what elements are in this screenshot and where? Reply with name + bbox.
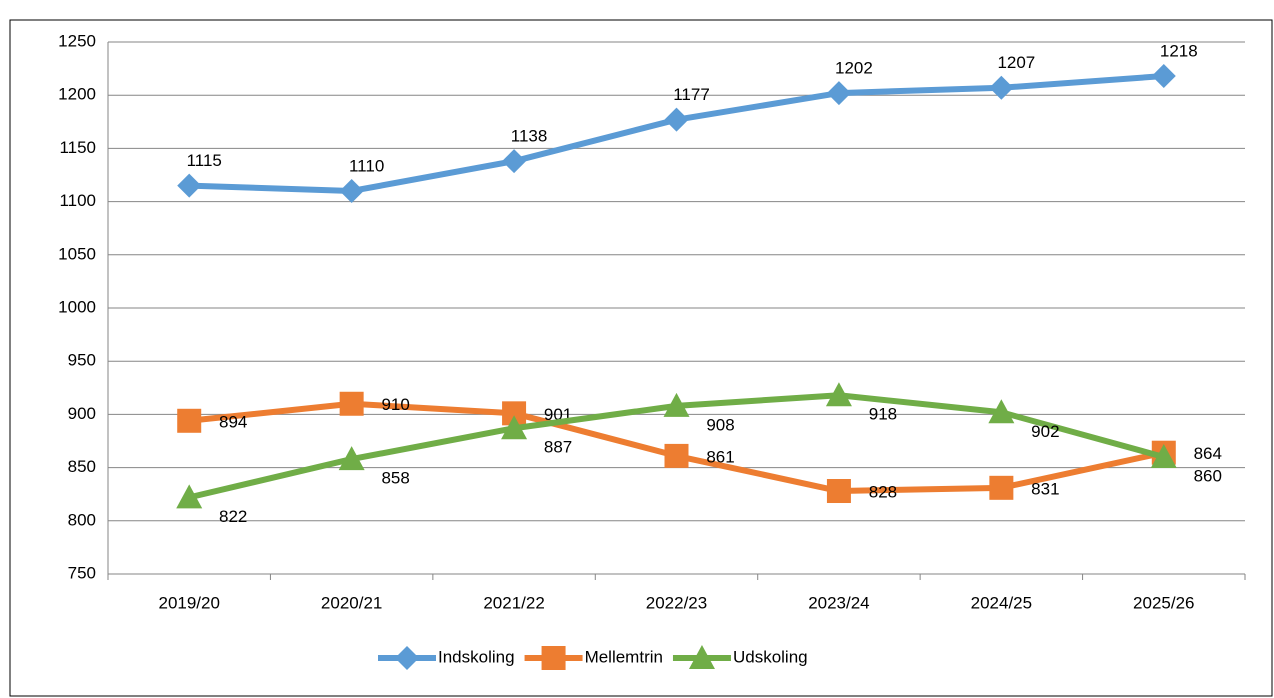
data-point xyxy=(988,399,1015,424)
data-label: 1177 xyxy=(673,85,710,104)
y-tick-label: 950 xyxy=(68,351,96,370)
data-label: 828 xyxy=(869,482,897,501)
x-tick-label: 2023/24 xyxy=(808,593,869,612)
data-point xyxy=(177,173,202,198)
data-point xyxy=(989,75,1014,100)
y-tick-label: 1100 xyxy=(59,191,96,210)
legend-label: Mellemtrin xyxy=(585,647,663,666)
y-tick-label: 1150 xyxy=(59,138,96,157)
y-tick-label: 1250 xyxy=(58,31,96,50)
data-point xyxy=(502,149,527,174)
data-label: 1138 xyxy=(511,127,548,146)
data-label: 1110 xyxy=(349,156,384,175)
data-label: 1218 xyxy=(1160,42,1198,61)
data-label: 831 xyxy=(1031,479,1059,498)
y-tick-label: 900 xyxy=(68,404,96,423)
data-point xyxy=(339,178,364,203)
y-tick-label: 850 xyxy=(68,457,96,476)
data-label: 864 xyxy=(1194,444,1222,463)
data-label: 887 xyxy=(544,438,572,457)
data-label: 910 xyxy=(381,395,409,414)
x-tick-label: 2019/20 xyxy=(158,593,219,612)
legend-marker xyxy=(688,645,715,669)
x-tick-label: 2024/25 xyxy=(971,593,1032,612)
legend-label: Udskoling xyxy=(733,647,808,666)
data-point xyxy=(177,408,202,433)
data-point xyxy=(826,479,851,504)
data-point xyxy=(989,475,1014,500)
x-tick-label: 2021/22 xyxy=(483,593,544,612)
data-label: 822 xyxy=(219,507,247,526)
data-label: 1202 xyxy=(835,59,873,78)
data-point xyxy=(1151,64,1176,89)
data-label: 908 xyxy=(706,415,734,434)
data-label: 894 xyxy=(219,412,247,431)
data-point xyxy=(826,81,851,106)
y-tick-label: 1200 xyxy=(58,85,96,104)
y-tick-label: 750 xyxy=(68,563,96,582)
data-label: 860 xyxy=(1194,466,1222,485)
data-point xyxy=(1150,443,1177,468)
data-point xyxy=(501,415,528,440)
data-label: 1115 xyxy=(187,151,222,170)
legend-marker xyxy=(395,646,419,670)
data-point xyxy=(339,391,364,416)
data-label: 861 xyxy=(706,447,734,466)
data-point xyxy=(664,443,689,468)
data-label: 902 xyxy=(1031,422,1059,441)
x-tick-label: 2022/23 xyxy=(646,593,707,612)
data-label: 1207 xyxy=(997,53,1035,72)
data-point xyxy=(663,392,690,417)
data-point xyxy=(338,446,365,471)
x-tick-label: 2020/21 xyxy=(321,593,382,612)
legend-marker xyxy=(541,646,566,670)
data-label: 918 xyxy=(869,405,897,424)
y-tick-label: 1050 xyxy=(58,244,96,263)
chart-frame xyxy=(9,19,1273,697)
x-tick-label: 2025/26 xyxy=(1133,593,1194,612)
data-point xyxy=(825,382,852,407)
data-point xyxy=(176,484,203,509)
legend-label: Indskoling xyxy=(438,647,515,666)
y-tick-label: 800 xyxy=(68,510,96,529)
data-point xyxy=(502,401,527,426)
data-point xyxy=(664,107,689,132)
data-label: 858 xyxy=(381,469,409,488)
y-tick-label: 1000 xyxy=(58,297,96,316)
